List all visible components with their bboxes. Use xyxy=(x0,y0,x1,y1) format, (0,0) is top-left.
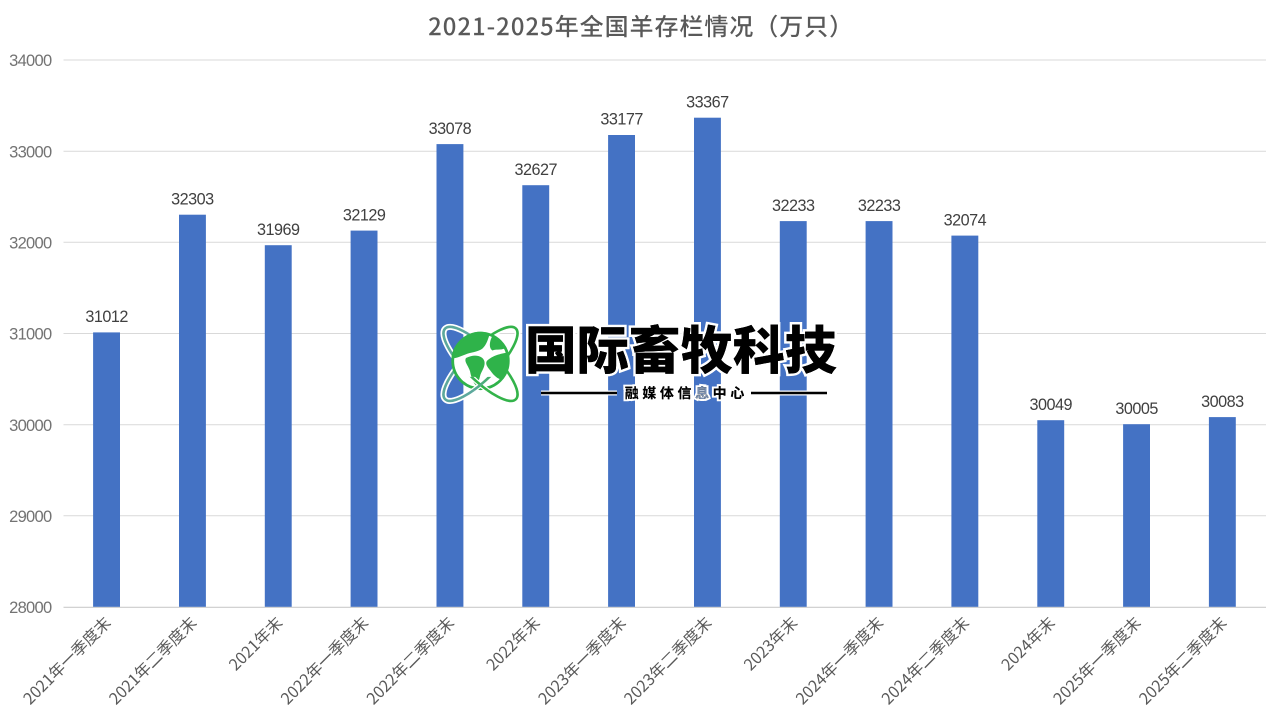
svg-text:33000: 33000 xyxy=(9,143,52,161)
svg-text:32303: 32303 xyxy=(171,190,214,208)
svg-text:34000: 34000 xyxy=(9,52,52,70)
svg-text:28000: 28000 xyxy=(9,599,52,617)
svg-text:33078: 33078 xyxy=(429,120,472,138)
svg-text:32233: 32233 xyxy=(772,197,815,215)
svg-text:30083: 30083 xyxy=(1201,393,1244,411)
svg-text:32074: 32074 xyxy=(944,211,987,229)
svg-text:33367: 33367 xyxy=(686,93,729,111)
svg-text:32627: 32627 xyxy=(515,161,558,179)
svg-text:31012: 31012 xyxy=(85,308,128,326)
svg-text:31000: 31000 xyxy=(9,326,52,344)
svg-text:29000: 29000 xyxy=(9,508,52,526)
svg-text:30049: 30049 xyxy=(1029,396,1072,414)
svg-text:32233: 32233 xyxy=(858,197,901,215)
svg-text:33177: 33177 xyxy=(600,111,643,129)
svg-text:30000: 30000 xyxy=(9,417,52,435)
svg-text:31969: 31969 xyxy=(257,221,300,239)
svg-text:32000: 32000 xyxy=(9,235,52,253)
svg-text:32129: 32129 xyxy=(343,206,386,224)
svg-text:30005: 30005 xyxy=(1115,400,1158,418)
